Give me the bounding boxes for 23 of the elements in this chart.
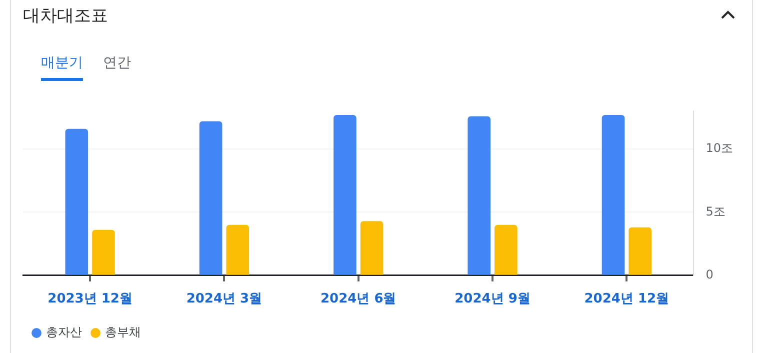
y-tick-label: 0 (706, 268, 714, 282)
bar (494, 224, 518, 275)
bar (628, 227, 652, 275)
y-tick-label: 5조 (706, 204, 726, 218)
text: 매분기 (41, 54, 83, 81)
legend-label: 총부채 (105, 325, 141, 340)
x-tick-label: 2024년 6월 (320, 292, 396, 307)
text: 연간 (103, 54, 131, 73)
bar (199, 121, 222, 275)
legend-label: 총자산 (46, 325, 82, 340)
x-tick-label: 2023년 12월 (48, 292, 132, 307)
bar (360, 221, 384, 275)
bar (226, 224, 250, 275)
chart-title: 대차대조표 (23, 5, 108, 27)
bar (602, 114, 625, 275)
x-tick-label: 2024년 12월 (584, 292, 670, 307)
bar (65, 128, 88, 275)
x-tick-label: 2024년 3월 (186, 292, 262, 307)
bar (468, 116, 490, 275)
y-tick-label: 10조 (706, 141, 734, 156)
bar (92, 230, 115, 275)
bar (334, 114, 356, 275)
x-tick-label: 2024년 9월 (454, 292, 530, 307)
